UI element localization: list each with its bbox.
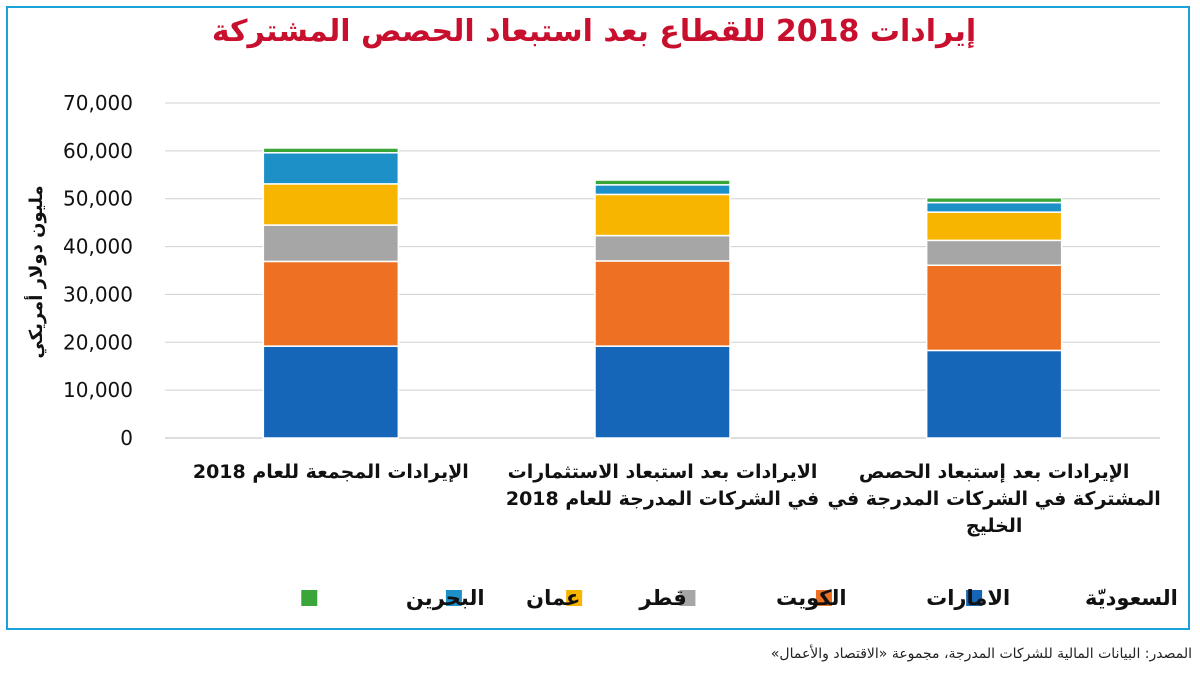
legend-label: الامارات [926,586,1010,610]
bar-segment [262,345,400,439]
y-tick-label: 50,000 [63,187,133,211]
bar-segment [594,193,731,237]
chart-title: إيرادات 2018 للقطاع بعد استبعاد الحصص ال… [211,14,977,49]
legend-label: السعوديّة [1085,586,1178,610]
legend-swatch [966,590,983,606]
legend-swatch [566,590,583,606]
x-tick-label-line: المشتركة في الشركات المدرجة في [828,488,1161,510]
bar-segment [594,179,731,186]
y-tick-label: 70,000 [63,91,133,115]
bar-segment [925,264,1063,352]
x-tick-label-line: الإيرادات المجمعة للعام 2018 [193,461,469,483]
y-tick-label: 0 [120,426,133,450]
bar-segment [925,211,1063,242]
bar-segment [594,260,731,347]
x-tick-label-line: في الشركات المدرجة للعام 2018 [506,488,819,510]
bar-segment [594,345,731,439]
y-tick-label: 40,000 [63,235,133,259]
legend-label: البحرين [406,586,485,610]
bar-segment [925,197,1063,204]
legend-swatch [301,590,318,606]
legend-label: الكويت [776,586,847,610]
legend-label: قطر [638,586,686,610]
bar-segment [262,224,400,263]
legend-label: عمان [526,586,580,610]
bar-segment [925,349,1063,439]
bar-segment [925,239,1063,266]
bar-segment [262,147,400,154]
bar-segment [262,260,400,347]
legend-swatch [445,590,462,606]
x-tick-label-line: الخليج [966,515,1023,537]
legend-swatch [816,590,832,606]
y-tick-label: 60,000 [63,139,133,163]
x-tick-label-line: الايرادات بعد استبعاد الاستثمارات [508,461,818,483]
y-tick-label: 10,000 [63,378,133,402]
bar-segment [262,183,400,226]
x-tick-label: الايرادات بعد استبعاد الاستثمارات في الشر… [506,461,819,510]
y-axis-label: مليون دولار أمريكي [24,185,47,358]
x-tick-label-line: الإيرادات بعد إستبعاد الحصص [859,461,1129,483]
source-note: المصدر: البيانات المالية للشركات المدرجة… [770,646,1192,662]
bar-segment [262,152,400,185]
bar-segment [594,234,731,262]
bar-segment [925,201,1063,213]
legend-swatch [679,590,696,606]
y-tick-label: 30,000 [63,282,133,306]
x-tick-label: الإيرادات المجمعة للعام 2018 [193,461,469,483]
y-tick-label: 20,000 [63,330,133,354]
bar-segment [594,184,731,196]
x-tick-label: الإيرادات بعد إستبعاد الحصص المشتركة في ا… [828,461,1161,537]
stacked-bar-chart: 0 10,000 20,000 30,000 40,000 50,000 60,000 70,… [24,91,1178,610]
